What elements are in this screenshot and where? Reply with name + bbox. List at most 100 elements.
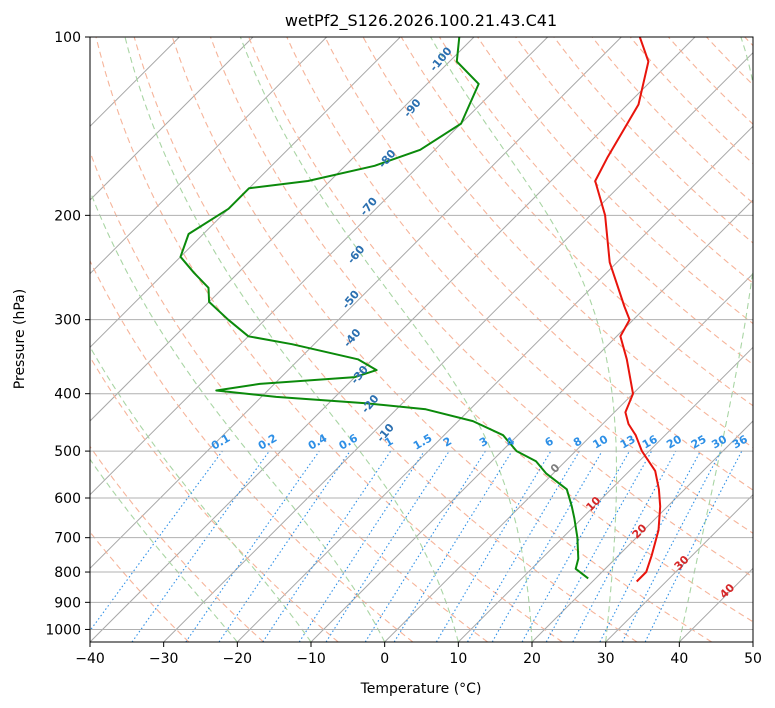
profile-series [179, 37, 662, 583]
x-tick-label: −30 [149, 651, 179, 667]
y-axis-title: Pressure (hPa) [12, 289, 28, 389]
dry-adiabat-line [744, 37, 753, 47]
moist-adiabat-line [239, 37, 533, 642]
moist-adiabat-line [90, 189, 386, 642]
isotherm-line [752, 641, 753, 642]
mixing-ratio-label: 16 [640, 432, 660, 451]
isotherm-line [90, 37, 328, 275]
isotherm-line [90, 37, 254, 201]
mixing-ratio-line [393, 450, 513, 642]
isotherm-line [90, 37, 696, 642]
dry-adiabat-line [90, 445, 264, 642]
dewpoint-profile-line [179, 37, 589, 580]
isotherm-line [384, 272, 753, 642]
dry-adiabat-line [591, 37, 753, 204]
mixing-ratio-line [298, 450, 425, 642]
isotherm-line [236, 125, 753, 642]
mixing-ratio-line [90, 450, 223, 632]
y-tick-label: 800 [54, 565, 81, 581]
mixing-ratio-line [644, 450, 743, 642]
mixing-ratio-label: 13 [618, 433, 638, 452]
moist-adiabat-line [90, 458, 238, 642]
dry-adiabat-line [171, 37, 712, 642]
x-tick-label: −10 [296, 651, 326, 667]
dry-adiabat-line [90, 259, 414, 642]
x-tick-label: 0 [380, 651, 389, 667]
isotherm-line [163, 51, 753, 642]
dry-adiabat-label: -90 [401, 96, 424, 120]
plot-frame [89, 36, 754, 643]
mixing-ratio-line [131, 450, 270, 642]
dry-adiabat-label: -10 [374, 421, 397, 445]
dry-adiabat-line [90, 150, 488, 642]
mixing-ratio-line [545, 450, 653, 642]
dry-adiabat-label: -20 [359, 392, 382, 416]
y-tick-label: 100 [54, 30, 81, 46]
y-tick-label: 900 [54, 595, 81, 611]
isotherm-label: 10 [583, 494, 603, 514]
x-tick-label: 50 [744, 651, 762, 667]
dry-adiabat-line [95, 37, 563, 642]
mixing-ratio-line [262, 450, 392, 642]
dry-adiabat-line [209, 37, 753, 623]
mixing-ratio-label: 1.5 [411, 432, 434, 453]
mixing-ratio-line [572, 450, 677, 642]
chart-title: wetPf2_S126.2026.100.21.43.C41 [285, 11, 557, 31]
mixing-ratio-line [185, 450, 320, 642]
x-tick-label: −20 [223, 651, 253, 667]
dry-adiabat-label: -40 [341, 326, 364, 350]
dry-adiabat-line [133, 37, 638, 642]
isotherm-line [678, 567, 753, 642]
isotherm-line [310, 199, 753, 642]
dry-adiabat-line [286, 37, 753, 534]
mixing-ratio-label: 6 [543, 434, 556, 449]
mixing-ratio-line [364, 450, 486, 642]
x-tick-label: 10 [449, 651, 467, 667]
moist-adiabat-line [430, 37, 618, 642]
isotherm-line [605, 493, 753, 642]
line-labels: 0.1 0.2 0.4 0.6 1 1.5 2 3 4 6 8 10 13 16 20 25 30 36-100-… [209, 44, 750, 601]
y-tick-label: 700 [54, 531, 81, 547]
isotherm-line [90, 37, 401, 349]
mixing-ratio-line [218, 450, 351, 642]
dry-adiabat-line [90, 356, 339, 642]
y-tick-label: 600 [54, 491, 81, 507]
mixing-ratio-line [467, 450, 580, 642]
x-tick-label: 20 [523, 651, 541, 667]
isotherm-label: 20 [630, 521, 650, 541]
mixing-ratio-line [599, 450, 701, 642]
dry-adiabat-line [248, 37, 753, 578]
mixing-ratio-line [521, 450, 630, 642]
dry-adiabat-label: -30 [348, 363, 371, 387]
dry-adiabat-label: -60 [345, 243, 368, 267]
moist-adiabat-line [90, 345, 312, 642]
isotherm-line [90, 37, 549, 496]
mixing-ratio-label: 30 [709, 432, 729, 451]
y-tick-label: 1000 [45, 622, 81, 638]
mixing-ratio-label: 10 [591, 432, 611, 451]
mixing-ratio-line [325, 450, 450, 642]
mixing-ratio-line [435, 450, 552, 642]
dry-adiabat-line [515, 37, 753, 284]
mixing-ratio-label: 3 [477, 435, 490, 450]
reference-lines [90, 37, 753, 642]
mixing-ratio-label: 8 [571, 435, 584, 450]
y-tick-label: 200 [54, 208, 81, 224]
pressure-gridlines [90, 37, 753, 630]
dry-adiabat-line [324, 37, 753, 491]
isotherm-label: 40 [717, 581, 737, 601]
dry-adiabat-label: -70 [357, 195, 380, 219]
isotherm-line [90, 37, 622, 570]
x-tick-label: 30 [597, 651, 615, 667]
isotherm-label: 30 [672, 553, 692, 573]
y-tick-label: 500 [54, 444, 81, 460]
x-tick-label: 40 [670, 651, 688, 667]
mixing-ratio-label: 36 [730, 432, 750, 451]
x-axis-title: Temperature (°C) [360, 681, 482, 697]
moist-adiabat-line [124, 37, 459, 642]
x-tick-label: −40 [75, 651, 105, 667]
mixing-ratio-label: 25 [689, 433, 709, 452]
mixing-ratio-label: 0.2 [256, 432, 279, 453]
isotherm-line [457, 346, 753, 642]
